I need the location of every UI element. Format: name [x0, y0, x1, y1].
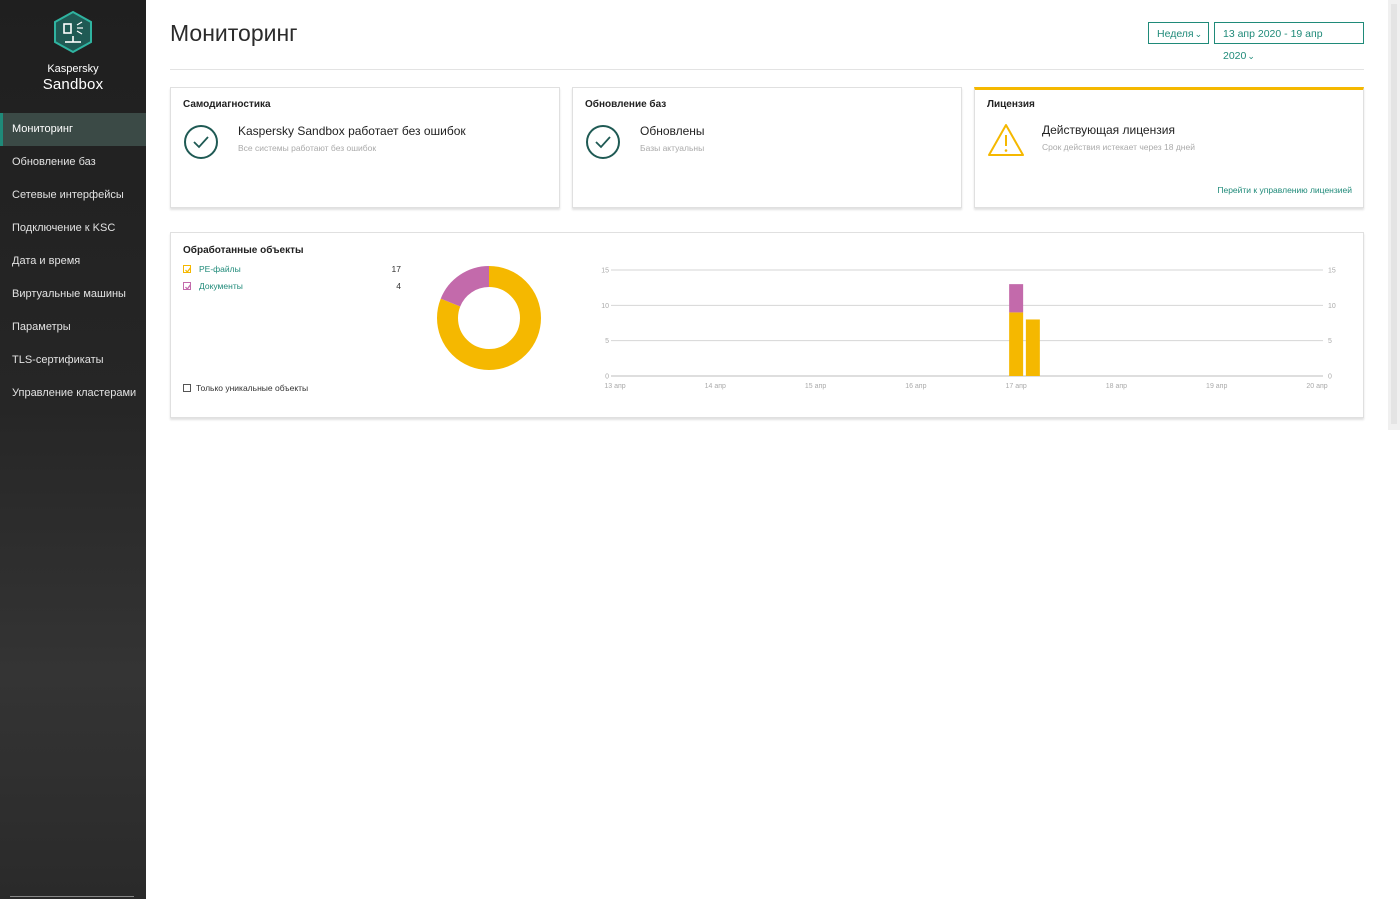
period-dropdown[interactable]: Неделя⌄ [1148, 22, 1209, 44]
x-tick-label: 16 апр [905, 383, 926, 390]
license-card: Лицензия Действующая лицензия Срок дейст… [974, 87, 1364, 208]
sidebar-item-monitoring[interactable]: Мониторинг [0, 113, 146, 146]
card-status: Действующая лицензия [1042, 123, 1175, 137]
bar-segment-docs[interactable] [1009, 284, 1024, 313]
x-tick-label: 17 апр [1005, 383, 1026, 390]
card-substatus: Базы актуальны [640, 143, 705, 153]
objects-donut-chart [437, 266, 541, 370]
bar-stack[interactable] [1009, 284, 1024, 376]
header-divider [170, 69, 1364, 70]
warning-triangle-icon [988, 124, 1024, 156]
x-tick-label: 14 апр [705, 383, 726, 390]
chevron-down-icon: ⌄ [1194, 29, 1203, 39]
card-title: Самодиагностика [183, 99, 271, 110]
checkmark-icon [185, 284, 192, 291]
sidebar: Kaspersky Sandbox Мониторинг Обновление … [0, 0, 146, 899]
bar-segment-pe[interactable] [1009, 312, 1024, 376]
check-circle-icon [586, 125, 620, 159]
y-tick-label-left: 15 [601, 268, 609, 275]
sidebar-item-settings[interactable]: Параметры [12, 321, 71, 333]
app-logo: Kaspersky Sandbox [0, 10, 146, 93]
bar-segment-pe[interactable] [1025, 319, 1040, 376]
bar-stack[interactable] [1025, 319, 1040, 376]
card-substatus: Срок действия истекает через 18 дней [1042, 142, 1195, 152]
unique-objects-label: Только уникальные объекты [196, 383, 309, 393]
sidebar-nav: Мониторинг Обновление баз Сетевые интерф… [0, 113, 146, 410]
legend-label[interactable]: Документы [199, 281, 243, 291]
sidebar-item-db-update[interactable]: Обновление баз [12, 156, 96, 168]
chart-gridlines [611, 269, 1323, 377]
date-range-dropdown[interactable]: 13 апр 2020 - 19 апр 2020⌄ [1214, 22, 1364, 62]
legend-count: 17 [391, 264, 401, 274]
legend-item-docs[interactable]: Документы 4 [183, 281, 401, 295]
panel-title: Обработанные объекты [183, 245, 304, 256]
donut-slice-docs[interactable] [437, 266, 541, 370]
checkbox-pe[interactable] [183, 265, 192, 274]
sidebar-item-virtual-machines[interactable]: Виртуальные машины [12, 288, 126, 300]
sidebar-item-ksc-connection[interactable]: Подключение к KSC [12, 222, 116, 234]
sidebar-item-cluster-management[interactable]: Управление кластерами [12, 387, 137, 399]
y-tick-label-right: 0 [1328, 374, 1332, 381]
x-tick-label: 15 апр [805, 383, 826, 390]
sidebar-item-tls-certificates[interactable]: TLS-сертификаты [12, 354, 104, 366]
legend-label[interactable]: PE-файлы [199, 264, 241, 274]
y-tick-label-left: 0 [605, 374, 609, 381]
card-status: Обновлены [640, 124, 705, 138]
unique-objects-toggle[interactable]: Только уникальные объекты [183, 383, 308, 393]
card-substatus: Все системы работают без ошибок [238, 143, 377, 153]
checkbox-docs[interactable] [183, 282, 192, 291]
selfdiag-card: Самодиагностика Kaspersky Sandbox работа… [170, 87, 560, 208]
checkmark-icon [185, 267, 192, 274]
db-update-card: Обновление баз Обновлены Базы актуальны [572, 87, 962, 208]
y-tick-label-right: 15 [1328, 268, 1336, 275]
brand-name: Kaspersky [47, 63, 99, 75]
sidebar-divider [10, 896, 134, 897]
page-title: Мониторинг [170, 20, 298, 46]
card-title: Обновление баз [585, 99, 667, 110]
x-tick-label: 18 апр [1106, 383, 1127, 390]
legend-count: 4 [396, 281, 401, 291]
processed-objects-panel: Обработанные объекты PE-файлы 17 Докумен… [170, 232, 1364, 418]
period-dropdown-label: Неделя [1157, 28, 1194, 40]
unique-objects-checkbox[interactable] [183, 384, 191, 392]
sidebar-item-network-interfaces[interactable]: Сетевые интерфейсы [12, 189, 124, 201]
x-tick-label: 19 апр [1206, 383, 1227, 390]
sidebar-item-date-time[interactable]: Дата и время [12, 255, 81, 267]
y-tick-label-left: 10 [601, 303, 609, 310]
card-status: Kaspersky Sandbox работает без ошибок [238, 124, 466, 138]
card-title: Лицензия [987, 99, 1035, 110]
check-circle-icon [184, 125, 218, 159]
scrollbar-thumb[interactable] [1391, 4, 1397, 424]
x-tick-label: 20 апр [1306, 383, 1327, 390]
y-tick-label-right: 10 [1328, 303, 1336, 310]
objects-bar-chart: 0 0 5 5 10 10 15 15 13 апр 14 апр 15 апр 16 апр 17 а… [601, 268, 1336, 391]
kaspersky-sandbox-logo-icon [54, 10, 92, 54]
x-tick-label: 13 апр [604, 383, 625, 390]
y-tick-label-left: 5 [605, 338, 609, 345]
page-scrollbar[interactable] [1388, 0, 1400, 430]
legend-item-pe[interactable]: PE-файлы 17 [183, 264, 401, 278]
license-management-link[interactable]: Перейти к управлению лицензией [1217, 185, 1352, 195]
product-name: Sandbox [42, 76, 104, 93]
y-tick-label-right: 5 [1328, 338, 1332, 345]
date-range-label: 13 апр 2020 - 19 апр 2020 [1223, 28, 1323, 62]
chevron-down-icon: ⌄ [1247, 51, 1255, 61]
